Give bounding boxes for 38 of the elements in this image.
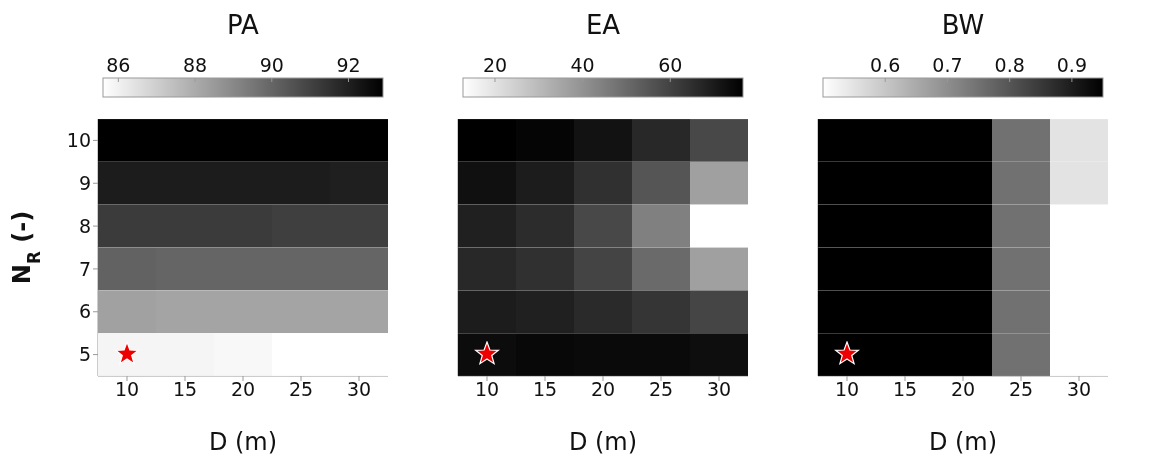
color-bar-label: 90 [259, 54, 284, 76]
x-axis-title: D (m) [928, 428, 998, 456]
x-tick-label: 25 [288, 378, 314, 401]
y-tick-label: 10 [66, 129, 91, 152]
color-bar-label: 86 [106, 54, 131, 76]
x-tick-label: 10 [474, 378, 500, 401]
y-tick-label: 9 [78, 171, 91, 194]
x-tick-label: 15 [532, 378, 558, 401]
x-axis-title: D (m) [208, 428, 278, 456]
y-tick-label: 6 [78, 300, 91, 323]
color-bar-label: 88 [182, 54, 208, 76]
x-tick-label: 10 [834, 378, 860, 401]
x-tick-label: 10 [114, 378, 140, 401]
x-tick-label: 20 [230, 378, 256, 401]
x-tick-label: 15 [892, 378, 918, 401]
color-bar-label: 0.7 [932, 54, 963, 76]
x-tick-label: 15 [172, 378, 198, 401]
x-tick-label: 25 [648, 378, 674, 401]
color-bar-label: 0.6 [870, 54, 901, 76]
y-tick-label: 8 [78, 214, 91, 237]
x-tick-label: 20 [950, 378, 976, 401]
chart-title: BW [940, 10, 986, 40]
x-tick-label: 30 [706, 378, 732, 401]
color-bar-label: 40 [570, 54, 595, 76]
color-bar-label: 92 [336, 54, 361, 76]
x-tick-label: 30 [346, 378, 372, 401]
y-tick-label: 7 [78, 257, 91, 280]
chart-title: PA [226, 10, 260, 40]
color-bar-label: 0.9 [1056, 54, 1087, 76]
x-axis-title: D (m) [568, 428, 638, 456]
x-tick-label: 25 [1008, 378, 1034, 401]
color-bar-label: 0.8 [994, 54, 1025, 76]
y-tick-label: 5 [78, 343, 91, 366]
color-bar-label: 20 [482, 54, 508, 76]
color-bar-label: 60 [658, 54, 683, 76]
chart-title: EA [584, 10, 622, 40]
x-tick-label: 30 [1066, 378, 1092, 401]
x-tick-label: 20 [590, 378, 616, 401]
